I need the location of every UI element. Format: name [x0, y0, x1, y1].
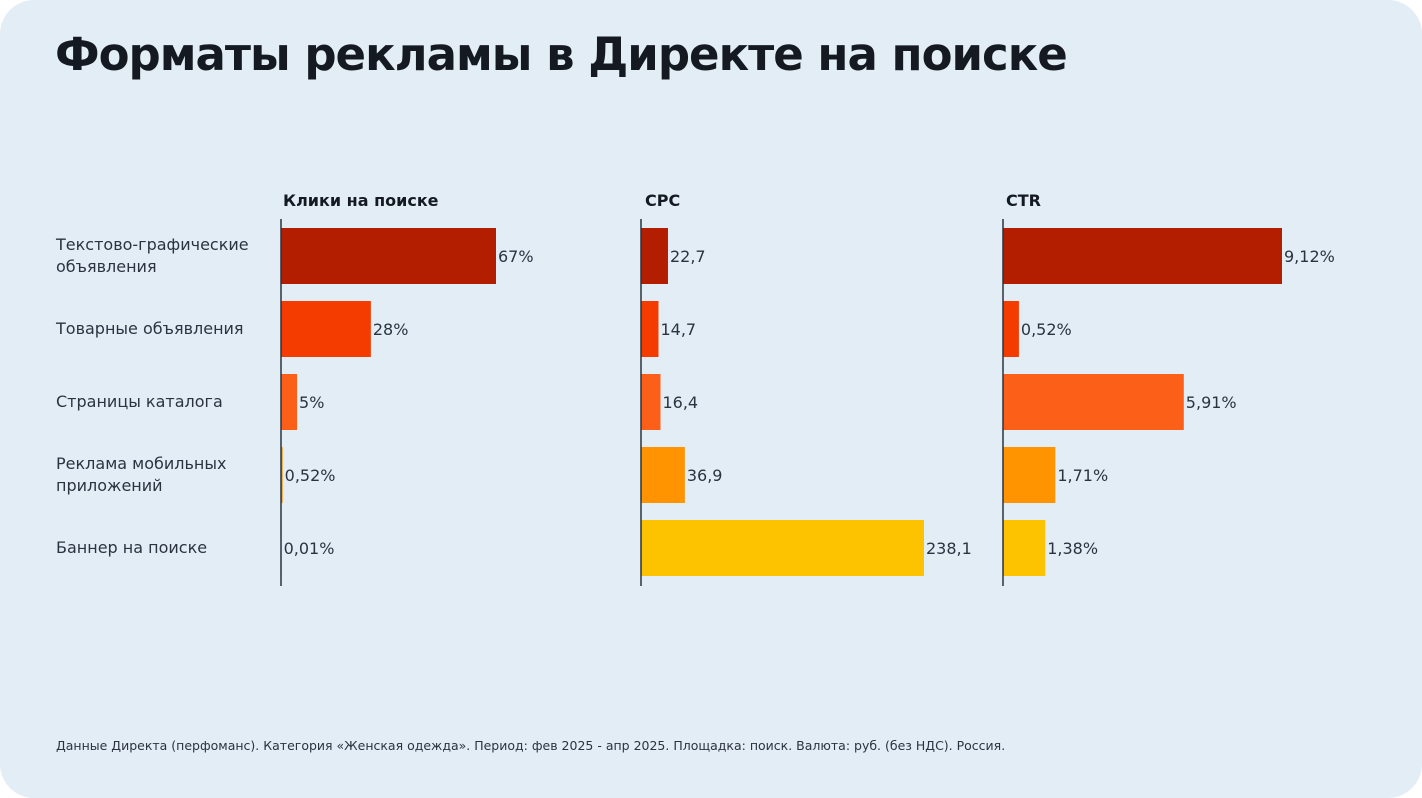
- data-label: 5%: [299, 393, 324, 412]
- category-label: Страницы каталога: [56, 392, 223, 411]
- bar: [281, 447, 283, 503]
- bar: [641, 228, 668, 284]
- data-label: 22,7: [670, 247, 706, 266]
- bar: [281, 374, 298, 430]
- category-label: Реклама мобильных приложений: [56, 454, 227, 495]
- data-label: 0,52%: [285, 466, 336, 485]
- bar: [281, 301, 371, 357]
- bar: [641, 374, 661, 430]
- data-label: 14,7: [660, 320, 696, 339]
- data-label: 5,91%: [1186, 393, 1237, 412]
- bar: [1003, 301, 1019, 357]
- panel-title-clicks: Клики на поиске: [283, 191, 439, 210]
- bar: [641, 301, 659, 357]
- bar: [1003, 447, 1056, 503]
- data-label: 1,38%: [1047, 539, 1098, 558]
- data-label: 36,9: [687, 466, 723, 485]
- bar: [281, 228, 496, 284]
- page-title: Форматы рекламы в Директе на поиске: [55, 28, 1068, 81]
- panel-title-cpc: CPC: [645, 191, 681, 210]
- category-label: Товарные объявления: [56, 319, 244, 338]
- data-label: 9,12%: [1284, 247, 1335, 266]
- panel-title-ctr: CTR: [1006, 191, 1041, 210]
- category-label: Текстово-графические объявления: [56, 235, 249, 276]
- category-label: Баннер на поиске: [56, 538, 208, 557]
- bar: [641, 520, 924, 576]
- data-label: 67%: [498, 247, 534, 266]
- data-label: 0,52%: [1021, 320, 1072, 339]
- bar: [1003, 520, 1046, 576]
- data-label: 0,01%: [284, 539, 335, 558]
- bar: [641, 447, 685, 503]
- footnote: Данные Директа (перфоманс). Категория «Ж…: [56, 738, 1006, 753]
- bar: [1003, 374, 1184, 430]
- data-label: 16,4: [662, 393, 698, 412]
- data-label: 238,1: [926, 539, 972, 558]
- bar: [1003, 228, 1282, 284]
- data-label: 28%: [373, 320, 409, 339]
- data-label: 1,71%: [1057, 466, 1108, 485]
